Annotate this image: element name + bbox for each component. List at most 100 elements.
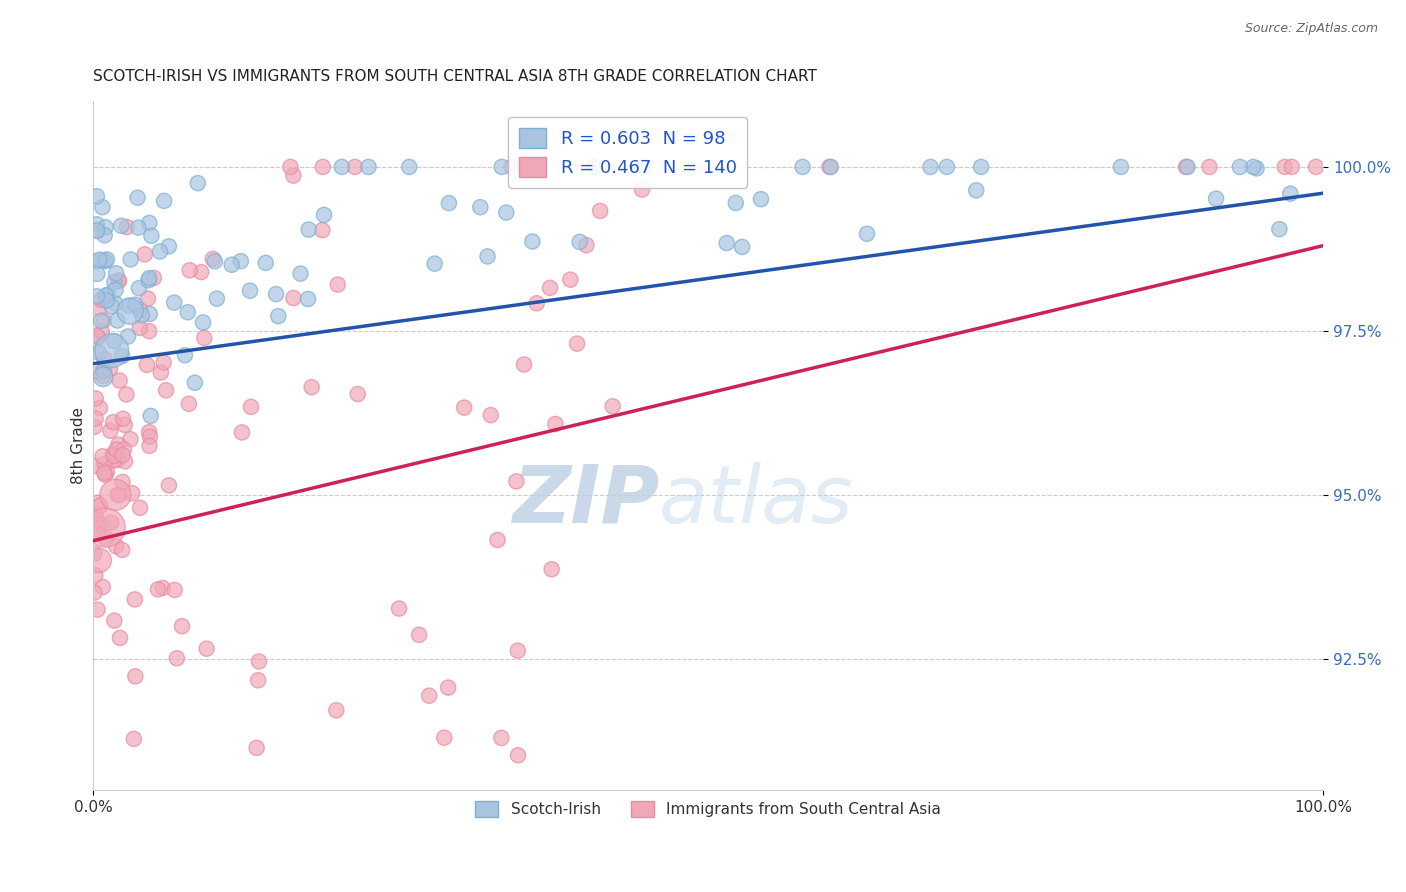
Point xyxy=(86,496,108,510)
Point xyxy=(138,425,160,439)
Point xyxy=(301,380,323,394)
Point xyxy=(96,293,118,308)
Point xyxy=(93,466,115,480)
Point xyxy=(149,366,172,380)
Point xyxy=(104,283,127,297)
Point xyxy=(501,160,523,174)
Point xyxy=(136,292,159,306)
Point xyxy=(105,442,128,457)
Point xyxy=(568,235,591,249)
Point xyxy=(155,384,177,398)
Point xyxy=(856,227,879,241)
Point xyxy=(479,408,502,422)
Point xyxy=(100,516,122,530)
Point xyxy=(138,273,160,287)
Point xyxy=(153,194,176,208)
Point xyxy=(114,454,136,468)
Point xyxy=(115,220,138,235)
Point xyxy=(731,240,754,254)
Point xyxy=(98,362,121,376)
Point xyxy=(513,358,536,372)
Point xyxy=(115,387,138,401)
Point xyxy=(89,499,111,513)
Point xyxy=(920,160,942,174)
Point xyxy=(1109,160,1132,174)
Text: ZIP: ZIP xyxy=(512,462,659,540)
Point xyxy=(91,369,114,384)
Point xyxy=(94,531,117,545)
Point xyxy=(1174,160,1197,174)
Point xyxy=(526,296,548,310)
Point xyxy=(103,614,125,628)
Point xyxy=(124,298,146,312)
Point xyxy=(491,731,513,745)
Point xyxy=(201,252,224,266)
Point xyxy=(264,287,287,301)
Point xyxy=(94,467,117,482)
Point xyxy=(122,731,145,746)
Point xyxy=(91,450,114,464)
Point xyxy=(505,475,527,489)
Point xyxy=(177,397,200,411)
Point xyxy=(120,252,142,267)
Point xyxy=(89,252,111,267)
Point xyxy=(157,239,180,253)
Point xyxy=(495,205,517,219)
Point xyxy=(129,303,152,318)
Text: Source: ZipAtlas.com: Source: ZipAtlas.com xyxy=(1244,22,1378,36)
Point xyxy=(128,321,150,335)
Point xyxy=(86,223,108,237)
Point xyxy=(117,329,139,343)
Point xyxy=(1229,160,1251,174)
Point xyxy=(631,182,654,196)
Point xyxy=(83,585,105,599)
Point xyxy=(90,293,112,307)
Point xyxy=(91,200,114,214)
Point xyxy=(90,516,112,531)
Point xyxy=(792,160,814,174)
Point xyxy=(195,641,218,656)
Point xyxy=(110,219,132,233)
Point xyxy=(325,703,347,717)
Point xyxy=(120,304,142,318)
Point xyxy=(90,314,112,328)
Point xyxy=(124,592,146,607)
Point xyxy=(820,160,842,174)
Point xyxy=(105,266,128,280)
Point xyxy=(152,581,174,595)
Point xyxy=(127,220,149,235)
Point xyxy=(87,224,110,238)
Legend: Scotch-Irish, Immigrants from South Central Asia: Scotch-Irish, Immigrants from South Cent… xyxy=(470,795,948,823)
Point xyxy=(94,220,117,235)
Point xyxy=(89,301,111,316)
Point xyxy=(93,369,115,384)
Point xyxy=(86,189,108,203)
Point xyxy=(1198,160,1220,174)
Point xyxy=(582,160,605,174)
Point xyxy=(311,223,333,237)
Text: atlas: atlas xyxy=(659,462,853,540)
Point xyxy=(408,628,430,642)
Point xyxy=(103,449,125,463)
Point xyxy=(121,486,143,500)
Point xyxy=(1281,160,1303,174)
Point xyxy=(298,222,321,236)
Point xyxy=(177,305,200,319)
Point xyxy=(93,351,115,366)
Point xyxy=(540,562,562,576)
Point xyxy=(1246,161,1268,176)
Point xyxy=(633,160,655,174)
Point xyxy=(312,160,335,174)
Point xyxy=(107,488,129,502)
Point xyxy=(388,601,411,615)
Point xyxy=(166,651,188,665)
Point xyxy=(575,238,598,252)
Point xyxy=(128,281,150,295)
Point xyxy=(138,307,160,321)
Point xyxy=(100,343,122,358)
Point xyxy=(163,582,186,597)
Point xyxy=(134,247,156,261)
Point xyxy=(93,457,115,471)
Point xyxy=(190,265,212,279)
Point xyxy=(149,244,172,259)
